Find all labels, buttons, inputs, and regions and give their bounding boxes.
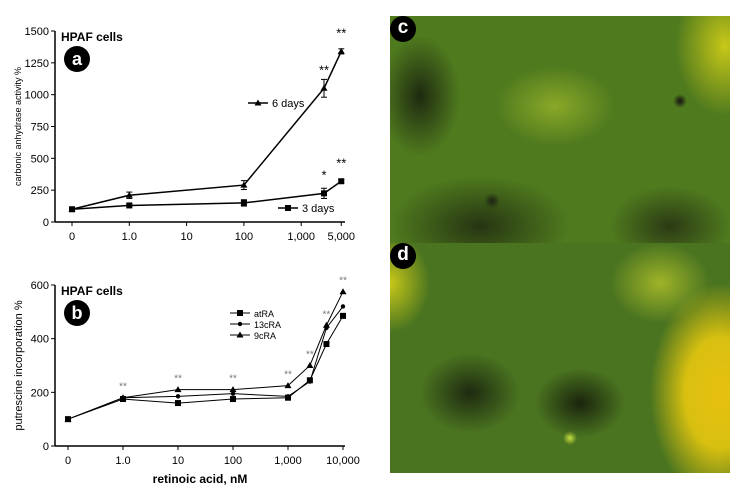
- y-tick-label: 250: [31, 185, 49, 197]
- significance-mark: **: [306, 350, 314, 361]
- x-axis-label: retinoic acid, nM: [153, 472, 248, 485]
- y-tick-label: 200: [31, 387, 49, 399]
- series-line-9cRA: [67, 291, 344, 420]
- data-point: [230, 396, 236, 403]
- data-point: [338, 178, 345, 185]
- legend-label: 13cRA: [254, 320, 281, 330]
- x-tick-label: 1.0: [115, 455, 130, 467]
- data-point: [125, 191, 133, 198]
- legend-label: 9cRA: [254, 331, 276, 341]
- significance-mark: **: [229, 374, 237, 385]
- micrograph-d: d: [390, 243, 730, 473]
- y-tick-label: 600: [31, 280, 49, 292]
- legend-marker: [285, 205, 291, 211]
- data-point: [119, 394, 127, 401]
- x-tick-label: 100: [224, 455, 242, 467]
- significance-mark: **: [336, 155, 346, 170]
- y-tick-label: 0: [43, 217, 49, 229]
- significance-mark: **: [284, 370, 292, 381]
- panel-label: a: [72, 49, 83, 69]
- annotation: HPAF cells: [61, 284, 123, 298]
- significance-mark: **: [336, 25, 346, 40]
- series-line-13cRA: [67, 306, 344, 420]
- x-tick-label: 1,000: [274, 455, 302, 467]
- data-point: [229, 386, 237, 393]
- legend-marker: [254, 99, 262, 106]
- y-tick-label: 400: [31, 334, 49, 346]
- data-point: [240, 199, 247, 206]
- y-tick-label: 500: [31, 153, 49, 165]
- legend-label: 6 days: [272, 98, 305, 110]
- data-point: [340, 312, 346, 319]
- x-tick-label: 10: [180, 231, 192, 243]
- chart-b: 0 200 400 600 0 1.0 10 100 1,000 10,000 putrescine…: [13, 276, 360, 485]
- significance-mark: **: [119, 382, 127, 393]
- panel-label-c: c: [390, 16, 416, 42]
- data-point: [175, 394, 181, 399]
- data-point: [323, 341, 330, 348]
- y-axis-label: putrescine incorporation %: [13, 300, 25, 430]
- data-point: [307, 379, 313, 384]
- x-tick-label: 1.0: [122, 231, 137, 243]
- data-point: [337, 47, 345, 54]
- panel-label-d: d: [390, 243, 416, 269]
- significance-mark: **: [339, 276, 347, 287]
- data-point: [322, 321, 330, 328]
- significance-mark: **: [174, 374, 182, 385]
- y-tick-label: 1000: [25, 90, 49, 102]
- x-tick-label: 1,000: [287, 231, 315, 243]
- series-line-3-days: [71, 180, 342, 211]
- data-point: [320, 84, 328, 91]
- data-point: [284, 382, 292, 389]
- series-line-atRA: [67, 315, 344, 420]
- legend-marker: [237, 310, 243, 316]
- panel-badge: [64, 300, 90, 326]
- data-point: [306, 362, 314, 368]
- legend-marker: [237, 321, 243, 327]
- chart-a: 0 250 500 750 1000 1250 1500 0 1.0 10 100 1,000 5,00…: [13, 25, 355, 243]
- legend-label: atRA: [254, 309, 274, 319]
- significance-mark: **: [323, 309, 331, 320]
- data-point: [64, 415, 72, 422]
- panel-badge: [64, 46, 90, 72]
- micrograph-c: c: [390, 16, 730, 243]
- legend-marker: [236, 331, 244, 338]
- y-tick-label: 750: [31, 122, 49, 134]
- x-tick-label: 100: [235, 231, 253, 243]
- data-point: [340, 304, 346, 309]
- legend-label: 3 days: [302, 203, 335, 215]
- y-tick-label: 1250: [25, 58, 49, 70]
- data-point: [285, 394, 291, 399]
- y-axis-label: carbonic anhydrase activity %: [13, 67, 23, 186]
- data-point: [321, 190, 328, 197]
- y-tick-label: 0: [43, 441, 49, 453]
- data-point: [69, 206, 75, 213]
- data-point: [175, 400, 181, 407]
- y-tick-label: 1500: [25, 26, 49, 38]
- data-point: [230, 391, 236, 396]
- data-point: [126, 202, 133, 209]
- significance-mark: **: [319, 62, 329, 77]
- x-tick-label: 10: [172, 455, 184, 467]
- x-tick-label: 0: [69, 231, 75, 243]
- x-tick-label: 0: [65, 455, 71, 467]
- significance-mark: *: [321, 167, 326, 182]
- panel-label: b: [72, 303, 83, 323]
- annotation: HPAF cells: [61, 30, 123, 44]
- data-point: [174, 386, 182, 393]
- series-line-6-days: [71, 51, 342, 210]
- data-point: [339, 288, 347, 295]
- x-tick-label: 10,000: [326, 455, 360, 467]
- x-tick-label: 5,000: [327, 231, 355, 243]
- data-point: [240, 181, 248, 188]
